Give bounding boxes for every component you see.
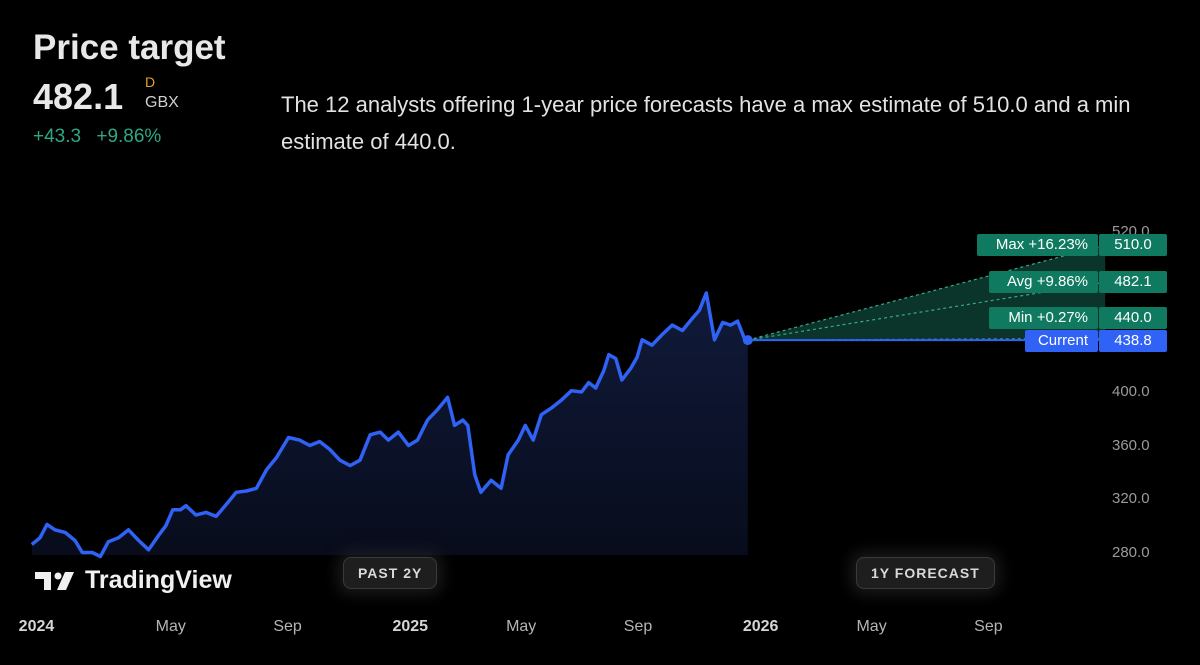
price-area (31, 293, 748, 557)
x-tick-label: Sep (974, 618, 1003, 635)
x-tick-label: Sep (273, 618, 302, 635)
past-2y-button[interactable]: PAST 2Y (343, 557, 438, 589)
y-tick-label: 360.0 (1112, 436, 1150, 454)
x-tick-label: 2026 (742, 618, 779, 635)
x-tick-label: 2025 (392, 618, 429, 635)
tradingview-logo[interactable]: TradingView (35, 566, 232, 595)
interval-flag: D (145, 74, 156, 90)
x-tick-label: 2024 (18, 618, 55, 635)
max-value: 510.0 (1099, 234, 1167, 256)
page-title: Price target (33, 28, 226, 67)
logo-text: TradingView (85, 566, 232, 594)
change-abs: +43.3 (33, 126, 82, 147)
avg-label: Avg +9.86% (989, 271, 1098, 293)
min-value: 440.0 (1099, 307, 1167, 329)
x-tick-label: Sep (623, 618, 653, 635)
min-label: Min +0.27% (989, 307, 1098, 329)
avg-value: 482.1 (1099, 271, 1167, 293)
change-pct: +9.86% (96, 126, 162, 147)
currency: GBX (145, 94, 179, 111)
x-tick-label: May (155, 618, 186, 635)
x-tick-label: May (506, 618, 537, 635)
current-price-dot (742, 335, 753, 346)
forecast-description: The 12 analysts offering 1-year price fo… (281, 92, 1131, 154)
target-price: 482.1 (33, 76, 124, 117)
y-tick-label: 320.0 (1112, 490, 1150, 507)
price-line (30, 291, 748, 559)
forecast-max-line (747, 244, 1106, 341)
current-value: 438.8 (1099, 330, 1167, 352)
x-tick-label: May (856, 618, 887, 635)
y-tick-label: 400.0 (1112, 383, 1150, 400)
current-label: Current (1025, 330, 1098, 352)
max-label: Max +16.23% (977, 234, 1098, 256)
1y-forecast-button[interactable]: 1Y FORECAST (856, 557, 995, 589)
tradingview-icon (35, 571, 74, 590)
price-change: +43.3 +9.86% (33, 126, 171, 148)
y-tick-label: 280.0 (1112, 543, 1150, 561)
